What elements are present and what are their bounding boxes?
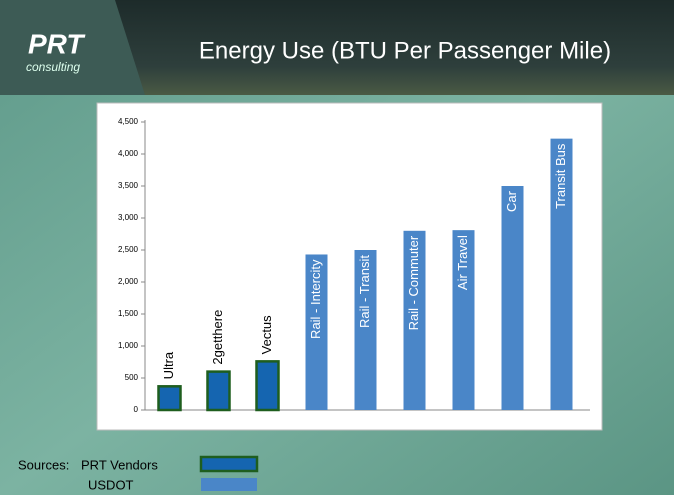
y-tick-label: 1,000	[118, 341, 139, 350]
bar-label: Rail - Commuter	[406, 235, 421, 330]
bar-label: Ultra	[161, 351, 176, 379]
bar-label: Transit Bus	[553, 143, 568, 209]
legend-swatch	[201, 478, 257, 491]
bar	[257, 361, 279, 410]
bar-label: Air Travel	[455, 235, 470, 290]
bar-label: Vectus	[259, 315, 274, 355]
y-tick-label: 3,500	[118, 181, 139, 190]
bar-label: Rail - Intercity	[308, 259, 323, 339]
slide: PRT consulting Energy Use (BTU Per Passe…	[0, 0, 674, 495]
bar	[502, 186, 524, 410]
bar-label: 2getthere	[210, 310, 225, 365]
chart-title: Energy Use (BTU Per Passenger Mile)	[199, 37, 611, 64]
chart-frame	[97, 103, 602, 430]
bar	[159, 386, 181, 410]
y-tick-label: 500	[125, 373, 139, 382]
y-tick-label: 1,500	[118, 309, 139, 318]
y-tick-label: 0	[134, 405, 139, 414]
y-tick-label: 2,500	[118, 245, 139, 254]
legend-label: USDOT	[88, 477, 134, 492]
bar-label: Car	[504, 190, 519, 212]
y-tick-label: 2,000	[118, 277, 139, 286]
bar	[208, 372, 230, 410]
logo-sub: consulting	[26, 60, 80, 74]
y-tick-label: 3,000	[118, 213, 139, 222]
legend-title: Sources:	[18, 457, 69, 472]
y-tick-label: 4,500	[118, 117, 139, 126]
legend-label: PRT Vendors	[81, 457, 158, 472]
logo: PRT	[28, 28, 86, 59]
y-tick-label: 4,000	[118, 149, 139, 158]
legend-swatch	[201, 457, 257, 471]
bar-label: Rail - Transit	[357, 255, 372, 328]
